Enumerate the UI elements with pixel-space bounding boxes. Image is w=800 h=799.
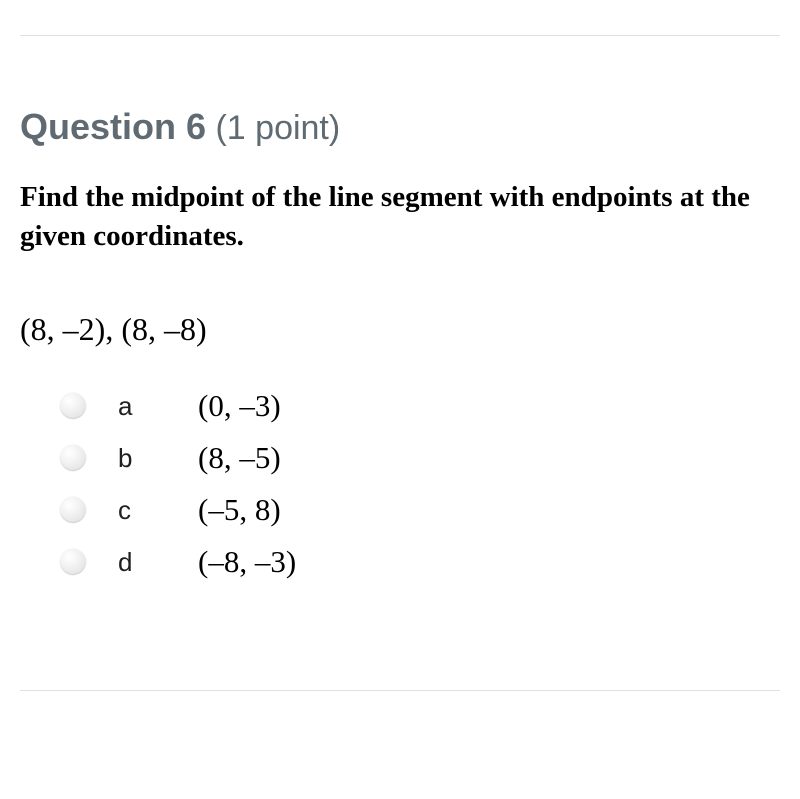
option-letter: d [118, 547, 198, 578]
question-number: Question 6 [20, 106, 206, 147]
option-row-a[interactable]: a (0, –3) [60, 388, 780, 424]
option-letter: b [118, 443, 198, 474]
option-row-b[interactable]: b (8, –5) [60, 440, 780, 476]
question-points: (1 point) [206, 109, 340, 147]
option-value: (–5, 8) [198, 492, 281, 528]
question-container: Question 6 (1 point) Find the midpoint o… [0, 0, 800, 691]
divider-bottom [20, 690, 780, 691]
radio-button[interactable] [60, 549, 86, 575]
option-letter: c [118, 495, 198, 526]
question-coordinates: (8, –2), (8, –8) [20, 311, 780, 348]
option-value: (–8, –3) [198, 544, 296, 580]
option-letter: a [118, 391, 198, 422]
option-value: (8, –5) [198, 440, 281, 476]
options-list: a (0, –3) b (8, –5) c (–5, 8) d (–8, –3) [20, 388, 780, 580]
question-prompt: Find the midpoint of the line segment wi… [20, 178, 780, 256]
option-row-d[interactable]: d (–8, –3) [60, 544, 780, 580]
radio-button[interactable] [60, 497, 86, 523]
radio-button[interactable] [60, 393, 86, 419]
question-header: Question 6 (1 point) [20, 106, 780, 148]
radio-button[interactable] [60, 445, 86, 471]
divider-top [20, 35, 780, 36]
option-value: (0, –3) [198, 388, 281, 424]
option-row-c[interactable]: c (–5, 8) [60, 492, 780, 528]
